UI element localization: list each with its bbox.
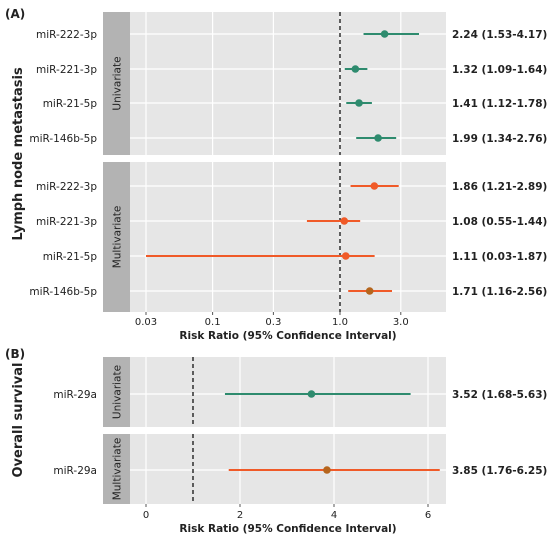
row-label: miR-21-5p xyxy=(43,251,98,263)
x-axis-title: Risk Ratio (95% Confidence Interval) xyxy=(179,330,396,342)
group-multivariate: Multivariate miR-222-3p 1.86 (1.21-2.89) mi… xyxy=(29,162,547,312)
row-label: miR-29a xyxy=(53,389,97,401)
facet-strip xyxy=(103,357,130,427)
row-label: miR-221-3p xyxy=(36,64,97,76)
panel-b: (B)Overall survival Univariate miR-29a 3.52… xyxy=(5,347,547,535)
ci-text: 1.41 (1.12-1.78) xyxy=(452,98,547,110)
x-axis-title: Risk Ratio (95% Confidence Interval) xyxy=(179,523,396,535)
ci-text: 2.24 (1.53-4.17) xyxy=(452,29,547,41)
x-tick-label: 0.3 xyxy=(265,317,281,328)
plot-background xyxy=(130,162,446,312)
x-tick-label: 1.0 xyxy=(332,317,348,328)
group-multivariate: Multivariate miR-29a 3.85 (1.76-6.25) xyxy=(53,434,547,504)
point-estimate xyxy=(351,65,360,73)
x-tick-label: 3.0 xyxy=(393,317,409,328)
row-label: miR-146b-5p xyxy=(29,133,97,145)
facet-strip-label: Multivariate xyxy=(112,438,124,501)
point-estimate xyxy=(323,466,331,474)
y-axis-title: Overall survival xyxy=(11,362,26,477)
panel-label: (A) xyxy=(5,7,25,21)
facet-strip-label: Multivariate xyxy=(112,206,124,269)
row-label: miR-222-3p xyxy=(36,29,97,41)
x-tick-label: 0.1 xyxy=(205,317,221,328)
ci-text: 1.11 (0.03-1.87) xyxy=(452,251,547,263)
point-estimate xyxy=(374,134,382,142)
point-estimate xyxy=(380,30,389,38)
row-label: miR-29a xyxy=(53,465,97,477)
x-tick-label: 0 xyxy=(143,510,149,521)
plot-background xyxy=(130,357,446,427)
x-tick-label: 4 xyxy=(331,510,337,521)
panel-label: (B) xyxy=(5,347,25,361)
row-label: miR-146b-5p xyxy=(29,286,97,298)
point-estimate xyxy=(355,99,363,107)
row-label: miR-222-3p xyxy=(36,181,97,193)
ci-text: 3.85 (1.76-6.25) xyxy=(452,465,547,477)
ci-text: 1.08 (0.55-1.44) xyxy=(452,216,547,228)
group-univariate: Univariate miR-29a 3.52 (1.68-5.63) xyxy=(53,357,547,427)
ci-text: 1.71 (1.16-2.56) xyxy=(452,286,547,298)
x-tick-label: 2 xyxy=(237,510,243,521)
plot-background xyxy=(130,12,446,155)
ci-text: 1.99 (1.34-2.76) xyxy=(452,133,547,145)
ci-text: 1.32 (1.09-1.64) xyxy=(452,64,547,76)
y-axis-title: Lymph node metastasis xyxy=(11,67,26,241)
panel-a: (A) Lymph node metastasis Univariate miR-22… xyxy=(5,7,547,342)
row-label: miR-21-5p xyxy=(43,98,98,110)
ci-text: 3.52 (1.68-5.63) xyxy=(452,389,547,401)
point-estimate xyxy=(370,182,379,190)
facet-strip xyxy=(103,434,130,504)
facet-strip xyxy=(103,162,130,312)
x-tick-label: 6 xyxy=(425,510,431,521)
group-univariate: Univariate miR-222-3p 2.24 (1.53-4.17) miR-… xyxy=(29,12,547,155)
facet-strip-label: Univariate xyxy=(112,365,124,419)
x-tick-label: 0.03 xyxy=(135,317,157,328)
point-estimate xyxy=(307,390,316,398)
facet-strip-label: Univariate xyxy=(112,56,124,110)
point-estimate xyxy=(365,287,374,295)
ci-text: 1.86 (1.21-2.89) xyxy=(452,181,547,193)
point-estimate xyxy=(341,252,350,260)
row-label: miR-221-3p xyxy=(36,216,97,228)
point-estimate xyxy=(340,217,349,225)
facet-strip xyxy=(103,12,130,155)
